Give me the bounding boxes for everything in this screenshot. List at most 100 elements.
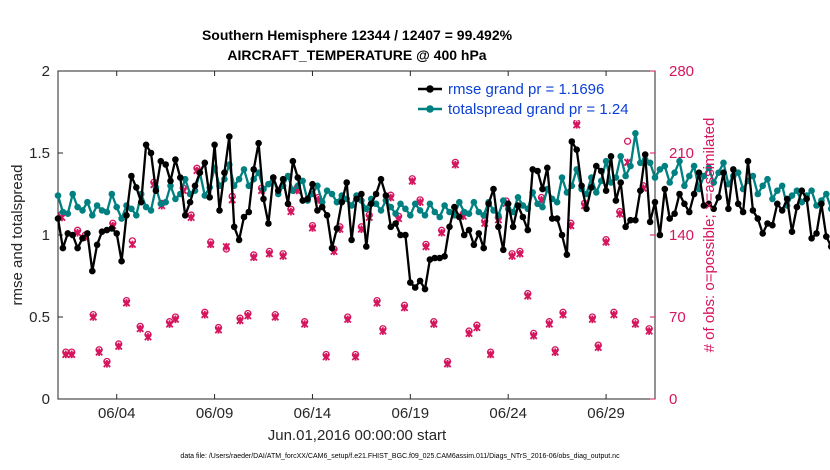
series-point-totalspread (793, 187, 801, 194)
series-point-rmse (553, 215, 561, 222)
series-point-totalspread (69, 190, 76, 198)
series-point-rmse (725, 205, 732, 213)
series-point-totalspread (84, 198, 91, 206)
obs-assimilated-point (122, 299, 131, 307)
y-tick-label-right: 70 (669, 309, 686, 326)
series-point-totalspread (426, 200, 434, 208)
series-point-rmse (382, 192, 390, 199)
chart-title: Southern Hemisphere 12344 / 12407 = 99.4… (202, 27, 513, 43)
x-tick-label: 06/04 (98, 405, 136, 422)
obs-assimilated-point (200, 310, 209, 319)
series-point-rmse (152, 187, 160, 194)
series-point-rmse (754, 215, 762, 222)
obs-assimilated-point (279, 252, 287, 260)
series-point-totalspread (318, 198, 326, 206)
series-point-rmse (470, 241, 478, 249)
series-point-rmse (211, 141, 218, 149)
y-tick-label: 0.5 (29, 309, 50, 326)
series-point-rmse (607, 153, 615, 160)
series-point-rmse (632, 216, 639, 224)
series-point-totalspread (720, 159, 727, 167)
legend-box (413, 78, 653, 120)
series-point-rmse (181, 212, 189, 219)
series-point-totalspread (710, 179, 717, 186)
series-point-totalspread (142, 203, 150, 211)
series-point-totalspread (769, 195, 776, 203)
series-point-rmse (583, 205, 590, 213)
y-axis-label: rmse and totalspread (9, 165, 26, 306)
series-point-rmse (162, 161, 169, 168)
series-point-totalspread (666, 179, 673, 186)
series-point-rmse (367, 200, 375, 208)
series-point-totalspread (245, 182, 253, 190)
series-lines (54, 130, 830, 293)
obs-assimilated-point (400, 303, 409, 312)
series-point-totalspread (593, 189, 600, 196)
obs-assimilated-point (615, 210, 624, 218)
series-point-totalspread (539, 203, 546, 211)
series-point-totalspread (323, 187, 331, 194)
obs-assimilated-point (114, 342, 123, 351)
series-point-rmse (407, 279, 414, 286)
series-point-rmse (245, 208, 253, 216)
series-point-rmse (260, 195, 267, 203)
series-point-rmse (451, 203, 458, 211)
series-point-totalspread (558, 174, 566, 181)
series-point-rmse (216, 207, 223, 214)
series-point-rmse (338, 198, 346, 206)
series-point-rmse (123, 212, 130, 219)
series-point-rmse (744, 157, 752, 165)
series-point-totalspread (103, 208, 111, 216)
series-point-rmse (142, 141, 150, 149)
obs-assimilated-point (551, 348, 560, 356)
obs-assimilated-point (128, 240, 137, 249)
series-point-totalspread (500, 197, 507, 204)
series-point-totalspread (686, 172, 693, 180)
series-point-rmse (191, 182, 199, 190)
obs-assimilated-point (429, 320, 438, 328)
series-point-rmse (803, 195, 810, 203)
series-point-totalspread (64, 210, 72, 217)
series-point-rmse (818, 200, 825, 208)
series-point-rmse (201, 159, 209, 167)
series-point-totalspread (480, 212, 488, 219)
series-point-totalspread (788, 192, 796, 199)
series-point-totalspread (651, 174, 659, 181)
series-point-rmse (622, 223, 629, 231)
series-point-rmse (686, 208, 693, 216)
series-point-totalspread (79, 207, 86, 214)
series-point-rmse (573, 146, 580, 153)
series-point-rmse (769, 221, 776, 229)
obs-assimilated-point (214, 326, 223, 334)
series-point-rmse (147, 149, 155, 157)
series-point-totalspread (289, 187, 297, 194)
series-point-rmse (108, 225, 116, 232)
series-point-rmse (690, 190, 698, 198)
series-point-rmse (617, 179, 624, 186)
series-point-rmse (84, 230, 91, 237)
x-tick-label: 06/09 (196, 405, 234, 422)
obs-assimilated-point (308, 224, 317, 232)
footer-data-file: data file: /Users/raeder/DAI/ATM_forcXX/… (180, 453, 620, 460)
series-point-totalspread (108, 190, 116, 198)
series-point-totalspread (632, 130, 639, 137)
series-point-rmse (309, 180, 316, 188)
series-point-rmse (661, 185, 669, 193)
series-point-rmse (348, 236, 355, 244)
x-tick-label: 06/14 (294, 405, 332, 422)
series-point-totalspread (392, 210, 399, 217)
series-point-rmse (593, 162, 600, 170)
series-point-totalspread (299, 177, 307, 185)
series-point-rmse (323, 212, 331, 219)
series-point-rmse (676, 190, 683, 198)
series-point-rmse (294, 174, 302, 181)
series-point-totalspread (808, 187, 815, 194)
y-axis-right: 0 70 140 210 280 (650, 63, 694, 408)
series-point-totalspread (387, 203, 395, 211)
series-point-totalspread (416, 207, 424, 214)
series-point-rmse (240, 213, 248, 221)
series-point-rmse (730, 166, 737, 173)
plot-area (57, 70, 656, 400)
obs-assimilated-point (610, 310, 618, 319)
series-point-rmse (221, 169, 228, 176)
